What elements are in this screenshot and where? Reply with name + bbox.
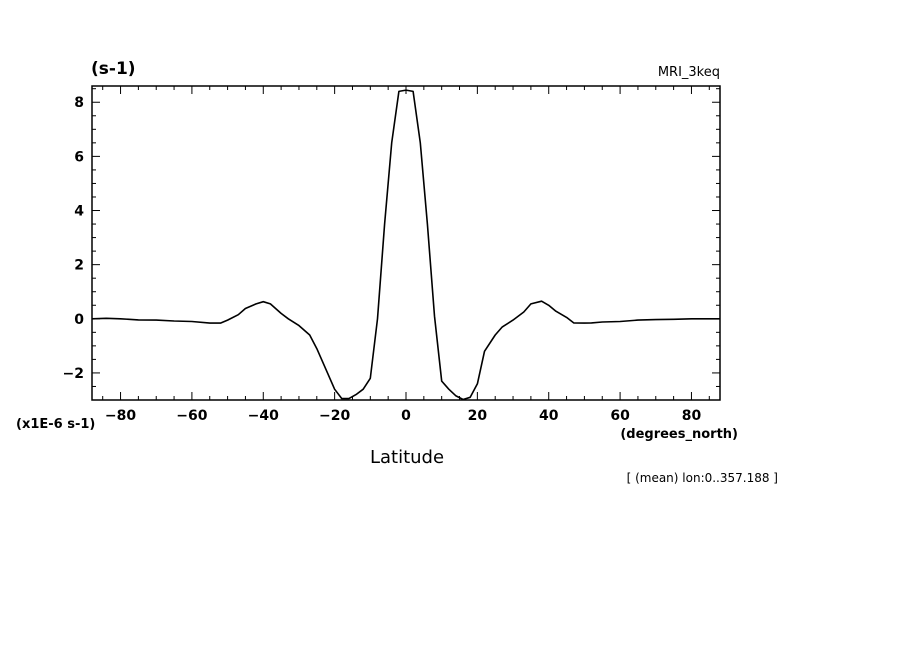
y-tick-label: 2 [74,258,84,274]
axis-ticks [92,86,720,401]
x-tick-label: 20 [468,408,488,424]
chart-title-right: MRI_3keq [658,65,720,80]
series-line [91,89,720,401]
chart-title-left: (s-1) [91,59,136,79]
plot-frame [91,85,721,401]
x-tick-label: 60 [610,408,630,424]
series-layer [91,89,720,401]
x-tick-label: −80 [105,408,136,424]
x-axis-label: Latitude [370,447,444,468]
plot-axes [91,85,721,401]
x-units-label: (degrees_north) [620,427,738,442]
y-tick-label: 6 [74,149,84,165]
y-tick-label: 8 [74,95,84,111]
x-tick-label: −20 [319,408,350,424]
x-tick-label: −60 [176,408,207,424]
x-tick-label: −40 [248,408,279,424]
y-tick-label: 0 [74,312,84,328]
x-tick-label: 0 [401,408,411,424]
x-tick-label: 40 [539,408,559,424]
y-tick-label: −2 [63,366,84,382]
y-scale-label: (x1E-6 s-1) [16,417,95,432]
x-tick-label: 80 [682,408,702,424]
lon-annotation: [ (mean) lon:0..357.188 ] [627,471,778,485]
y-tick-label: 4 [74,204,84,220]
